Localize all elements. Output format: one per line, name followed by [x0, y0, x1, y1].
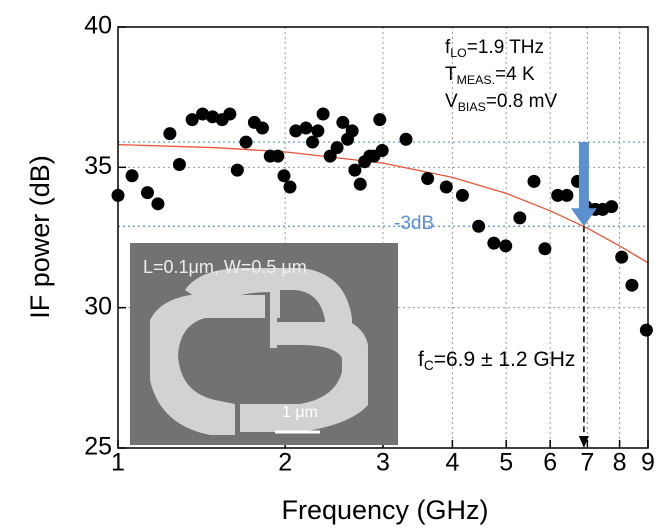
annotation-base: T — [445, 64, 457, 85]
chart: Frequency (GHz) IF power (dB) -3dB 1 2 3 4 5… — [0, 0, 659, 529]
x-axis-label: Frequency (GHz) — [281, 495, 488, 525]
data-point — [560, 189, 573, 202]
annotation-rest: =0.8 mV — [486, 91, 558, 112]
data-point — [311, 124, 324, 137]
data-point — [331, 141, 344, 154]
data-point — [527, 175, 540, 188]
y-tick-label: 40 — [84, 12, 112, 40]
annotation-sub: C — [424, 358, 434, 373]
x-tick-label: 2 — [278, 449, 292, 477]
data-point — [277, 169, 290, 182]
annotation-sub: MEAS. — [457, 73, 495, 87]
data-point — [151, 197, 164, 210]
data-point — [456, 189, 469, 202]
annotation: VBIAS=0.8 mV — [445, 91, 557, 114]
data-point — [306, 136, 319, 149]
data-point — [440, 180, 453, 193]
annotation: fC=6.9 ± 1.2 GHz — [418, 348, 575, 373]
y-tick-label: 30 — [84, 292, 112, 320]
data-point — [271, 150, 284, 163]
data-point — [472, 220, 485, 233]
data-point — [615, 251, 628, 264]
drop-arrow — [579, 142, 589, 210]
annotation: TMEAS.=4 K — [445, 64, 535, 87]
x-tick-label: 5 — [499, 449, 513, 477]
annotation-sub: LO — [450, 46, 467, 60]
x-tick-label: 8 — [613, 449, 627, 477]
annotation: fLO=1.9 THz — [445, 37, 544, 60]
annotation-rest: =6.9 ± 1.2 GHz — [434, 348, 576, 371]
inset-image: 1 μm L=0.1μm, W=0.5 μm — [130, 243, 398, 445]
y-tick-label: 25 — [84, 433, 112, 461]
data-point — [605, 200, 618, 213]
data-point — [173, 158, 186, 171]
inset-caption: L=0.1μm, W=0.5 μm — [143, 257, 307, 277]
annotation-sub: BIAS — [458, 100, 486, 114]
data-point — [126, 169, 139, 182]
data-point — [239, 136, 252, 149]
annotation-base: V — [445, 91, 458, 112]
x-tick-label: 3 — [376, 449, 390, 477]
scale-bar-label: 1 μm — [282, 404, 318, 421]
data-point — [625, 279, 638, 292]
data-point — [299, 122, 312, 135]
data-point — [421, 172, 434, 185]
data-point — [487, 237, 500, 250]
data-point — [376, 144, 389, 157]
data-point — [256, 122, 269, 135]
data-point — [346, 124, 359, 137]
data-point — [640, 324, 653, 337]
data-point — [163, 127, 176, 140]
data-point — [399, 133, 412, 146]
y-axis-label: IF power (dB) — [25, 155, 55, 319]
x-tick-label: 1 — [111, 449, 125, 477]
drop-arrowhead — [571, 208, 597, 226]
data-point — [354, 178, 367, 191]
data-point — [317, 108, 330, 121]
data-point — [283, 180, 296, 193]
x-tick-label: 6 — [543, 449, 557, 477]
y-tick-label: 35 — [84, 152, 112, 180]
data-point — [141, 186, 154, 199]
x-tick-label: 4 — [445, 449, 459, 477]
data-point — [513, 211, 526, 224]
data-point — [231, 164, 244, 177]
inset-bridge — [270, 318, 277, 348]
x-tick-label: 7 — [580, 449, 594, 477]
data-point — [499, 239, 512, 252]
drop-label: -3dB — [394, 213, 434, 234]
x-tick-label: 9 — [641, 449, 655, 477]
annotation-rest: =4 K — [495, 64, 535, 85]
data-point — [373, 113, 386, 126]
data-point — [223, 108, 236, 121]
data-point — [538, 242, 551, 255]
annotation-rest: =1.9 THz — [467, 37, 544, 58]
